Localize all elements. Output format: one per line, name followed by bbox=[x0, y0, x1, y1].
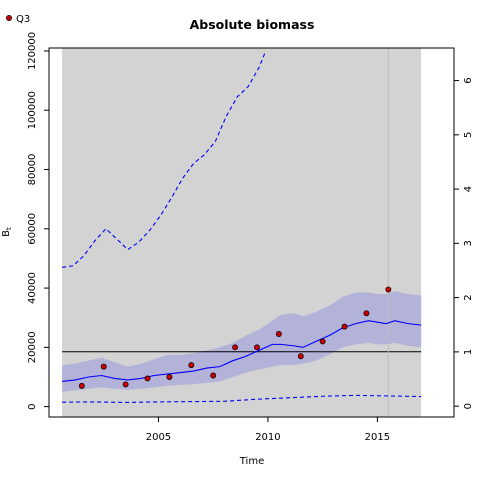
x-axis-title: Time bbox=[239, 456, 264, 467]
observation-point bbox=[341, 323, 348, 330]
x-tick-label: 2005 bbox=[146, 432, 171, 443]
y-axis-title: Bt bbox=[1, 227, 13, 237]
plot-frame bbox=[48, 47, 455, 418]
observation-point bbox=[363, 310, 370, 317]
y-tick-label: 40000 bbox=[27, 272, 38, 304]
confidence-band bbox=[62, 291, 422, 392]
y2-tick-label: 0 bbox=[463, 403, 474, 409]
observation-point bbox=[100, 363, 107, 370]
y-axis: 0 20000 40000 60000 80000 100000 120000 bbox=[27, 32, 49, 410]
y-axis-title-main: B bbox=[1, 230, 12, 237]
upper-dashed-line bbox=[62, 50, 267, 268]
y2-tick-label: 4 bbox=[463, 186, 474, 192]
y-tick-label: 100000 bbox=[27, 91, 38, 129]
y2-tick-label: 1 bbox=[463, 349, 474, 355]
legend: Q3 bbox=[6, 14, 30, 25]
y2-tick-label: 2 bbox=[463, 294, 474, 300]
observation-point bbox=[122, 381, 129, 388]
secondary-y-axis: 0 1 2 3 4 5 6 bbox=[454, 77, 474, 409]
observation-point bbox=[254, 344, 260, 351]
observation-point bbox=[297, 353, 304, 360]
legend-label-q3: Q3 bbox=[16, 14, 30, 25]
observation-point bbox=[144, 375, 151, 382]
observation-point bbox=[385, 286, 392, 293]
legend-marker-q3 bbox=[6, 15, 12, 21]
x-tick-label: 2010 bbox=[255, 432, 280, 443]
observation-points bbox=[78, 286, 392, 389]
lower-dashed-line bbox=[62, 394, 422, 404]
y-tick-label: 80000 bbox=[27, 154, 38, 186]
estimate-line bbox=[62, 320, 422, 382]
observation-point bbox=[319, 338, 326, 345]
y2-tick-label: 5 bbox=[463, 132, 474, 138]
chart-title: Absolute biomass bbox=[190, 17, 315, 32]
y-tick-label: 120000 bbox=[27, 32, 38, 70]
x-axis: 2005 2010 2015 bbox=[146, 417, 390, 443]
observation-point bbox=[232, 344, 239, 351]
observation-point bbox=[78, 382, 85, 389]
y2-tick-label: 6 bbox=[463, 77, 474, 83]
plot-area bbox=[48, 47, 455, 418]
observation-point bbox=[275, 331, 282, 337]
observation-point bbox=[188, 362, 195, 369]
x-tick-label: 2015 bbox=[365, 432, 390, 443]
observation-point bbox=[210, 372, 217, 379]
y-axis-title-sub: t bbox=[5, 227, 13, 230]
series-lines bbox=[62, 50, 422, 404]
y-tick-label: 20000 bbox=[27, 331, 38, 363]
y-tick-label: 60000 bbox=[27, 213, 38, 245]
observation-point bbox=[166, 374, 173, 380]
y2-tick-label: 3 bbox=[463, 240, 474, 246]
y-tick-label: 0 bbox=[27, 403, 38, 409]
